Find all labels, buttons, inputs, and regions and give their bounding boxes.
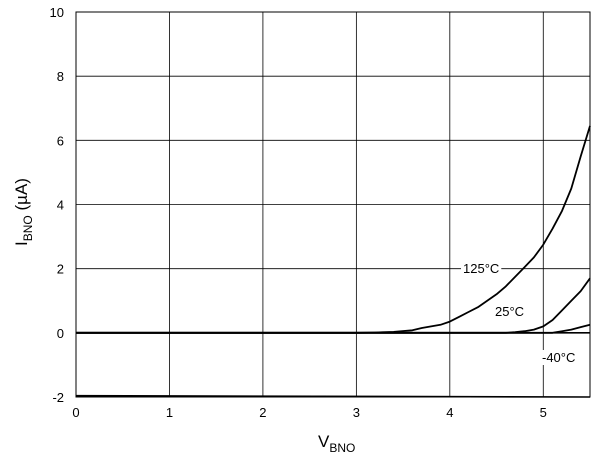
y-tick-label: 6 bbox=[57, 133, 64, 148]
y-tick-label: 2 bbox=[57, 262, 64, 277]
baseline-trace bbox=[75, 394, 591, 398]
series-label-bg bbox=[493, 304, 527, 319]
x-tick-label: 3 bbox=[353, 405, 360, 420]
y-tick-label: 4 bbox=[57, 198, 64, 213]
x-axis-title-sub: BNO bbox=[329, 441, 355, 455]
series-label-125c: 125°C bbox=[463, 261, 499, 276]
y-axis-title-sub: BNO bbox=[21, 215, 35, 241]
grid bbox=[75, 11, 591, 398]
series-label-bg bbox=[461, 261, 502, 276]
series-125c-line bbox=[76, 125, 591, 334]
y-axis-title-unit: (µA) bbox=[12, 178, 31, 215]
series-minus40c-line bbox=[76, 323, 591, 334]
series-label-bg bbox=[540, 350, 578, 365]
x-tick-label: 5 bbox=[540, 405, 547, 420]
x-axis-title-main: V bbox=[318, 432, 330, 451]
series-label-minus40c: -40°C bbox=[542, 350, 575, 365]
x-tick-label: 4 bbox=[446, 405, 453, 420]
x-tick-label: 0 bbox=[72, 405, 79, 420]
series-group bbox=[75, 125, 591, 398]
tick-labels: 0 1 2 3 4 5 -2 0 2 4 6 8 10 bbox=[50, 5, 547, 420]
y-tick-label: 0 bbox=[57, 326, 64, 341]
x-axis-title: VBNO bbox=[318, 432, 355, 455]
x-tick-label: 2 bbox=[259, 405, 266, 420]
series-labels: 125°C 25°C -40°C bbox=[461, 261, 578, 365]
y-axis-title: IBNO (µA) bbox=[12, 178, 35, 246]
y-tick-label: 8 bbox=[57, 69, 64, 84]
x-tick-label: 1 bbox=[166, 405, 173, 420]
series-label-25c: 25°C bbox=[495, 304, 524, 319]
y-tick-label: -2 bbox=[52, 390, 64, 405]
y-tick-label: 10 bbox=[50, 5, 64, 20]
y-axis-title-main: I bbox=[12, 241, 31, 246]
